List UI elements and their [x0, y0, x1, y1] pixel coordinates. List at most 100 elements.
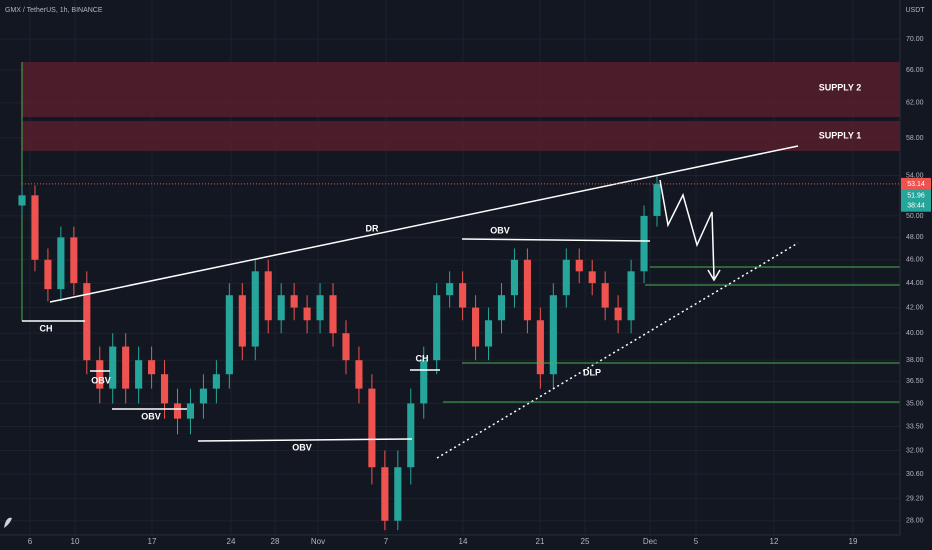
candle-body — [83, 283, 91, 361]
projection-arrow — [659, 179, 715, 279]
candle-body — [290, 295, 298, 308]
candle-body — [44, 259, 52, 290]
candle-body — [614, 307, 622, 321]
level-line — [461, 238, 651, 242]
currency-label: USDT — [905, 7, 925, 14]
y-tick-label: 50.00 — [906, 213, 924, 220]
y-tick-label: 48.00 — [906, 234, 924, 241]
candle-body — [549, 295, 557, 375]
y-tick-label: 36.50 — [906, 378, 924, 385]
y-tick-label: 29.20 — [906, 496, 924, 503]
candle-body — [601, 283, 609, 308]
x-tick-label: 25 — [581, 537, 590, 546]
y-tick-label: 35.00 — [906, 400, 924, 407]
x-tick-label: 7 — [384, 537, 389, 546]
candle-body — [588, 271, 596, 284]
candle-body — [420, 360, 428, 404]
candle-body — [523, 259, 531, 321]
x-tick-label: 6 — [28, 537, 33, 546]
candle-body — [303, 307, 311, 321]
candle-body — [199, 388, 207, 404]
candle-body — [640, 215, 648, 272]
annotation: DLP — [583, 367, 601, 377]
annotation: OBV — [91, 375, 111, 385]
level-line — [197, 438, 413, 442]
logo — [4, 517, 12, 528]
annotation: OBV — [292, 442, 312, 452]
trend-line — [436, 242, 799, 459]
countdown-label: 38:44 — [907, 203, 925, 210]
candle-body — [264, 271, 272, 321]
candle-body — [160, 374, 169, 404]
y-tick-label: 58.00 — [906, 135, 924, 142]
candle-body — [238, 295, 246, 347]
candle-body — [510, 259, 519, 296]
y-tick-label: 38.00 — [906, 357, 924, 364]
annotation: DR — [366, 223, 379, 233]
candle-body — [173, 403, 182, 419]
y-tick-label: 42.00 — [906, 304, 924, 311]
y-tick-label: 54.00 — [906, 172, 924, 179]
candle-body — [368, 388, 376, 468]
x-tick-label: Dec — [643, 537, 657, 546]
candle-body — [186, 403, 195, 419]
arrow-head — [707, 269, 721, 282]
candle-body — [627, 271, 635, 321]
candle-body — [31, 195, 39, 260]
annotation: OBV — [490, 225, 510, 235]
candle-body — [277, 295, 285, 321]
candle-body — [212, 374, 220, 389]
y-tick-label: 40.00 — [906, 330, 924, 337]
y-tick-label: 32.00 — [906, 447, 924, 454]
x-tick-label: 14 — [459, 537, 468, 546]
candle-body — [446, 283, 454, 296]
annotation: SUPPLY 1 — [819, 130, 862, 140]
candle-body — [394, 467, 402, 521]
candle-body — [18, 195, 26, 206]
x-tick-label: 28 — [271, 537, 280, 546]
y-tick-label: 62.00 — [906, 100, 924, 107]
y-tick-label: 70.00 — [906, 36, 924, 43]
annotation: CH — [416, 353, 429, 363]
price-tag-label: 51.96 — [907, 193, 925, 200]
candle-body — [472, 307, 480, 347]
candle-body — [497, 295, 506, 321]
y-tick-label: 30.60 — [906, 471, 924, 478]
x-tick-label: 17 — [148, 537, 157, 546]
chart-title: GMX / TetherUS, 1h, BINANCE — [5, 7, 103, 14]
candle-body — [135, 360, 143, 389]
candle-body — [562, 259, 570, 296]
candle-body — [57, 237, 65, 290]
y-tick-label: 66.00 — [906, 67, 924, 74]
candle-body — [459, 283, 467, 308]
annotation: SUPPLY 2 — [819, 82, 862, 92]
x-tick-label: 12 — [770, 537, 779, 546]
candle-body — [109, 346, 117, 389]
candle-body — [329, 295, 337, 334]
y-tick-label: 44.00 — [906, 280, 924, 287]
candle-body — [251, 271, 259, 347]
candle-body — [122, 346, 130, 389]
trend-line — [49, 145, 799, 303]
x-tick-label: 21 — [536, 537, 545, 546]
price-tag — [901, 189, 931, 212]
supply-zone — [22, 121, 900, 151]
candle-body — [536, 320, 544, 375]
candle-body — [653, 183, 661, 216]
y-tick-label: 33.50 — [906, 423, 924, 430]
candles — [18, 175, 661, 531]
x-tick-label: 10 — [71, 537, 80, 546]
candle-body — [225, 295, 233, 375]
candle-body — [316, 295, 324, 321]
price-tag-label: 53.14 — [907, 181, 925, 188]
candle-body — [70, 237, 78, 284]
x-tick-label: 19 — [849, 537, 858, 546]
annotation: CH — [40, 323, 53, 333]
annotation: OBV — [141, 411, 161, 421]
candle-body — [407, 403, 415, 468]
candle-body — [575, 259, 583, 272]
x-tick-label: 5 — [694, 537, 699, 546]
x-tick-label: 24 — [227, 537, 236, 546]
candle-body — [381, 467, 389, 521]
